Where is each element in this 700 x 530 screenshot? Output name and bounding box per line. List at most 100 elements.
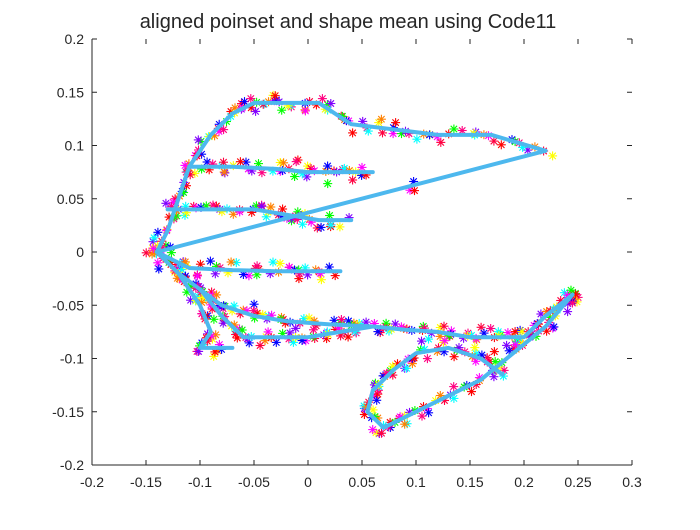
data-point [193, 135, 203, 145]
data-point [378, 128, 387, 138]
data-point [300, 106, 310, 116]
data-point [291, 323, 301, 333]
data-point [298, 219, 307, 229]
y-tick-label: 0.05 [57, 191, 84, 207]
data-point [153, 258, 163, 268]
data-point [291, 157, 301, 167]
data-point [391, 118, 401, 128]
data-point [212, 290, 222, 300]
data-point [563, 307, 573, 317]
chart-title: aligned poinset and shape mean using Cod… [140, 11, 557, 33]
y-tick-label: -0.15 [52, 404, 84, 420]
data-point [219, 167, 229, 177]
data-point [323, 179, 333, 189]
data-point [410, 186, 419, 196]
data-point [309, 325, 318, 335]
data-point [161, 198, 171, 208]
data-point [232, 333, 242, 343]
data-point [549, 322, 559, 332]
data-point [226, 257, 236, 267]
data-point [348, 175, 358, 185]
data-point [147, 249, 157, 259]
x-tick-label: 0.1 [406, 474, 426, 490]
data-point [510, 340, 520, 350]
data-point [376, 114, 386, 124]
mean-shape-outline [154, 100, 575, 430]
data-point [302, 172, 312, 182]
data-point [294, 274, 304, 284]
data-point [237, 325, 247, 335]
data-point [372, 395, 382, 405]
data-point [141, 248, 151, 258]
data-point [424, 334, 433, 344]
data-point [486, 324, 496, 333]
data-point [439, 321, 449, 331]
data-point [435, 391, 445, 400]
data-point [567, 298, 577, 308]
data-point [209, 351, 219, 361]
data-point [344, 316, 353, 326]
data-point [275, 258, 285, 268]
data-point [470, 343, 480, 353]
mean-shape-branch [154, 250, 343, 274]
x-tick-label: 0.3 [622, 474, 642, 490]
x-tick-label: 0.25 [564, 474, 591, 490]
data-point [317, 94, 327, 104]
y-tick-label: -0.1 [60, 351, 84, 367]
data-point [449, 124, 459, 134]
data-point [412, 134, 422, 144]
data-point [316, 275, 326, 285]
x-axis-ticks: -0.2 -0.15 -0.1 -0.05 0 0.05 0.1 0.15 0.2 0.25 0.3 [80, 39, 642, 490]
data-point [489, 136, 499, 146]
y-tick-label: -0.2 [60, 457, 84, 473]
mean-shape-branch [176, 271, 235, 350]
data-point [336, 315, 346, 324]
data-point [489, 347, 499, 357]
data-point [496, 140, 506, 150]
data-point [277, 105, 287, 115]
data-point [266, 202, 276, 212]
data-point [400, 419, 410, 429]
x-tick-label: 0.2 [514, 474, 534, 490]
data-point [255, 341, 265, 350]
data-point [279, 158, 289, 168]
data-point [348, 128, 358, 138]
data-point [205, 256, 215, 266]
y-tick-label: 0.2 [65, 31, 85, 47]
data-point [252, 261, 262, 271]
y-tick-label: 0 [76, 244, 84, 260]
y-tick-label: -0.05 [52, 297, 84, 313]
data-point [440, 336, 450, 346]
data-point [271, 337, 281, 347]
data-point [323, 161, 333, 171]
data-point [270, 91, 280, 101]
data-point [467, 387, 476, 397]
data-point [417, 411, 427, 421]
data-point [424, 408, 434, 418]
data-point [476, 322, 486, 332]
data-point [251, 106, 261, 116]
data-point [149, 233, 159, 243]
data-point [343, 332, 353, 342]
data-point [381, 318, 391, 328]
data-point [326, 99, 336, 108]
data-point [209, 314, 219, 324]
mean-shape-branch [187, 164, 375, 175]
x-tick-label: 0 [304, 474, 312, 490]
data-point [244, 271, 254, 281]
data-point [246, 94, 256, 104]
data-point [316, 222, 326, 232]
data-point [548, 151, 558, 161]
data-point [278, 204, 288, 214]
data-point [241, 157, 251, 167]
data-point [373, 327, 383, 337]
x-tick-label: -0.2 [80, 474, 104, 490]
data-point [449, 382, 459, 392]
y-tick-label: 0.1 [65, 138, 85, 154]
data-point [211, 330, 221, 340]
mean-shape [154, 100, 575, 430]
data-point [566, 285, 576, 295]
